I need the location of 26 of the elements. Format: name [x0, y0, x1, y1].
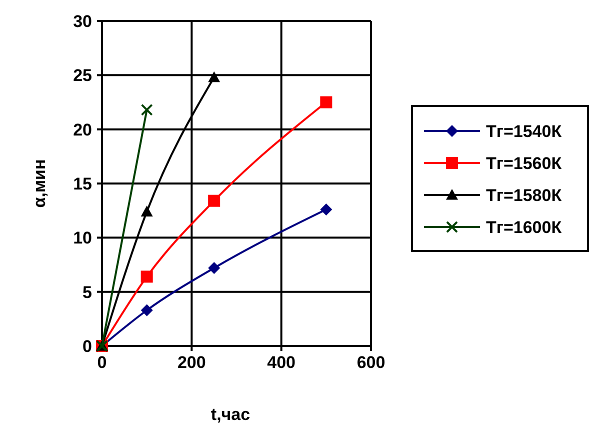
- point: [140, 270, 153, 283]
- y-tick-label: 30: [73, 12, 92, 31]
- x-axis-title: t,час: [210, 405, 250, 424]
- point: [140, 206, 153, 216]
- x-tick-label: 200: [177, 353, 206, 372]
- legend-label: Тг=1540К: [486, 122, 562, 141]
- y-tick-label: 25: [73, 66, 92, 86]
- point: [208, 262, 220, 274]
- point: [140, 304, 153, 316]
- y-tick-label: 5: [82, 282, 92, 302]
- y-tick-label: 10: [73, 228, 92, 248]
- point: [140, 104, 153, 116]
- point: [320, 96, 332, 108]
- x-tick-label: 400: [267, 353, 296, 372]
- y-axis-title: α,мин: [30, 159, 49, 208]
- legend-label: Тг=1580К: [486, 186, 562, 205]
- point: [320, 204, 332, 216]
- y-tick-label: 20: [73, 120, 92, 140]
- legend-label: Тг=1600К: [486, 218, 562, 237]
- x-tick-label: 600: [356, 353, 386, 372]
- point: [208, 194, 220, 207]
- legend-label: Тг=1560К: [486, 154, 562, 173]
- point: [208, 71, 220, 82]
- x-tick-label: 0: [97, 353, 107, 372]
- y-tick-label: 15: [73, 174, 92, 194]
- y-tick-label: 0: [82, 337, 92, 356]
